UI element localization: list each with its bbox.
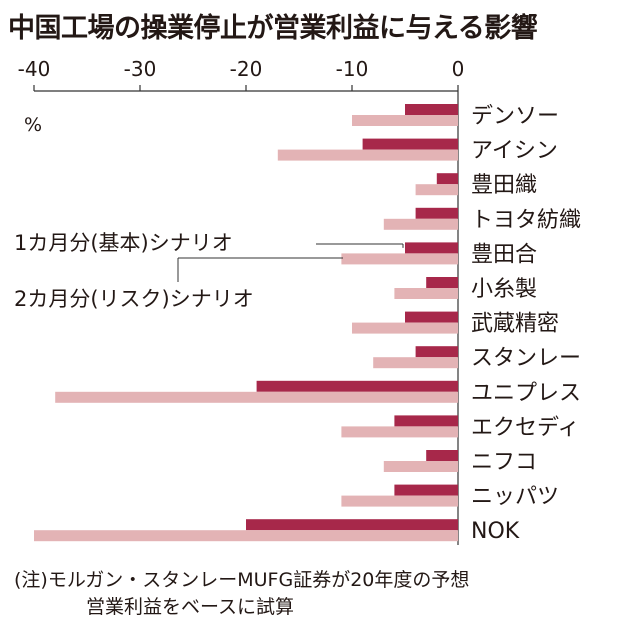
bar-risk <box>394 288 458 299</box>
bar-base <box>246 519 458 531</box>
footnote-line-2: 営業利益をベースに試算 <box>86 596 295 618</box>
chart-title: 中国工場の操業停止が営業利益に与える影響 <box>8 13 538 44</box>
x-tick-label: -10 <box>336 57 369 81</box>
bar-base <box>405 104 458 115</box>
bar-base <box>426 450 458 461</box>
bar-risk <box>55 391 458 403</box>
bar-base <box>405 242 458 254</box>
category-label: 小糸製 <box>471 277 537 302</box>
category-label: ユニプレス <box>471 381 581 406</box>
category-label: スタンレー <box>471 346 581 371</box>
footnote-line-1: (注)モルガン・スタンレーMUFG証券が20年度の予想 <box>14 569 470 591</box>
category-label: 豊田織 <box>471 173 537 198</box>
bar-risk <box>352 322 458 334</box>
category-label: トヨタ紡織 <box>471 208 581 233</box>
category-label: ニッパツ <box>471 485 559 510</box>
bar-risk <box>383 461 458 472</box>
legend-risk-label: 2カ月分(リスク)シナリオ <box>14 287 254 311</box>
category-label: 豊田合 <box>471 242 537 267</box>
category-label: ニフコ <box>471 450 537 475</box>
bar-risk <box>341 253 458 265</box>
bar-risk <box>277 149 458 161</box>
bar-base <box>394 415 458 427</box>
x-tick-label: 0 <box>452 57 465 81</box>
bar-risk <box>34 530 458 542</box>
bar-risk <box>415 184 458 196</box>
category-label: エクセディ <box>471 415 579 440</box>
legend-base-label: 1カ月分(基本)シナリオ <box>14 231 233 255</box>
bar-base <box>415 207 458 219</box>
category-label: NOK <box>471 519 520 544</box>
bar-base <box>426 277 458 288</box>
x-tick-label: -40 <box>18 57 51 81</box>
bar-base <box>415 346 458 358</box>
bar-base <box>256 380 458 392</box>
category-label: 武蔵精密 <box>471 312 559 337</box>
bar-base <box>394 484 458 496</box>
x-tick-label: -30 <box>124 57 157 81</box>
bar-risk <box>341 495 458 507</box>
category-label: デンソー <box>471 104 559 129</box>
bar-risk <box>341 426 458 438</box>
x-tick-label: -20 <box>230 57 263 81</box>
bar-risk <box>352 115 458 126</box>
bar-risk <box>383 218 458 230</box>
bar-base <box>362 138 458 150</box>
category-label: アイシン <box>471 139 558 164</box>
bar-base <box>405 311 458 323</box>
bar-risk <box>373 357 458 369</box>
unit-label: % <box>24 114 42 136</box>
bar-base <box>436 173 458 185</box>
